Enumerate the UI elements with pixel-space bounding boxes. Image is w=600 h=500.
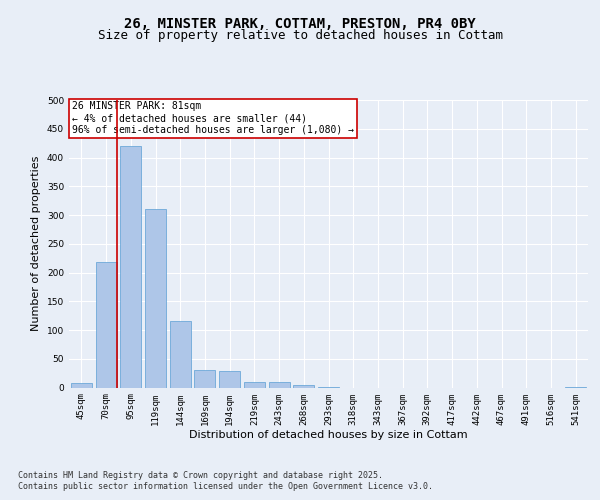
- Bar: [95, 262, 116, 388]
- Bar: [170, 322, 191, 388]
- Text: 26, MINSTER PARK, COTTAM, PRESTON, PR4 0BY: 26, MINSTER PARK, COTTAM, PRESTON, PR4 0…: [124, 18, 476, 32]
- Bar: [293, 384, 314, 388]
- Bar: [194, 370, 215, 388]
- Text: 26 MINSTER PARK: 81sqm
← 4% of detached houses are smaller (44)
96% of semi-deta: 26 MINSTER PARK: 81sqm ← 4% of detached …: [71, 102, 353, 134]
- Bar: [565, 387, 586, 388]
- Text: Contains HM Land Registry data © Crown copyright and database right 2025.: Contains HM Land Registry data © Crown c…: [18, 471, 383, 480]
- Bar: [120, 146, 141, 388]
- Bar: [244, 382, 265, 388]
- Bar: [318, 387, 339, 388]
- Bar: [71, 384, 92, 388]
- X-axis label: Distribution of detached houses by size in Cottam: Distribution of detached houses by size …: [189, 430, 468, 440]
- Bar: [269, 382, 290, 388]
- Bar: [219, 372, 240, 388]
- Text: Size of property relative to detached houses in Cottam: Size of property relative to detached ho…: [97, 29, 503, 42]
- Bar: [145, 210, 166, 388]
- Y-axis label: Number of detached properties: Number of detached properties: [31, 156, 41, 332]
- Text: Contains public sector information licensed under the Open Government Licence v3: Contains public sector information licen…: [18, 482, 433, 491]
